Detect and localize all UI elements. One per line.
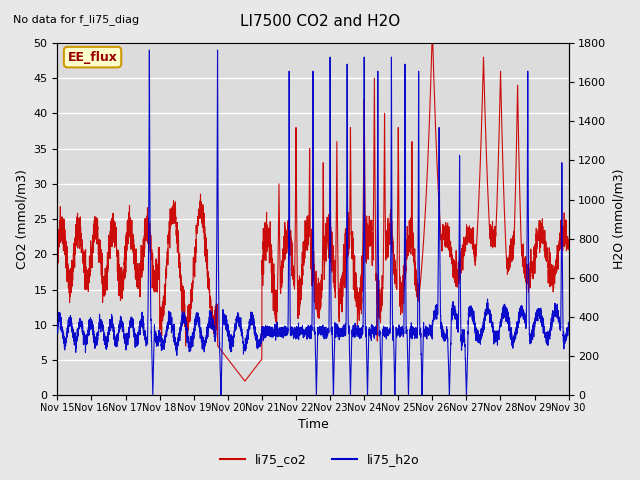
Y-axis label: H2O (mmol/m3): H2O (mmol/m3) [612, 169, 625, 269]
Y-axis label: CO2 (mmol/m3): CO2 (mmol/m3) [15, 169, 28, 269]
Legend: li75_co2, li75_h2o: li75_co2, li75_h2o [215, 448, 425, 471]
Text: LI7500 CO2 and H2O: LI7500 CO2 and H2O [240, 14, 400, 29]
Text: No data for f_li75_diag: No data for f_li75_diag [13, 14, 139, 25]
Text: EE_flux: EE_flux [68, 50, 118, 64]
X-axis label: Time: Time [298, 419, 328, 432]
